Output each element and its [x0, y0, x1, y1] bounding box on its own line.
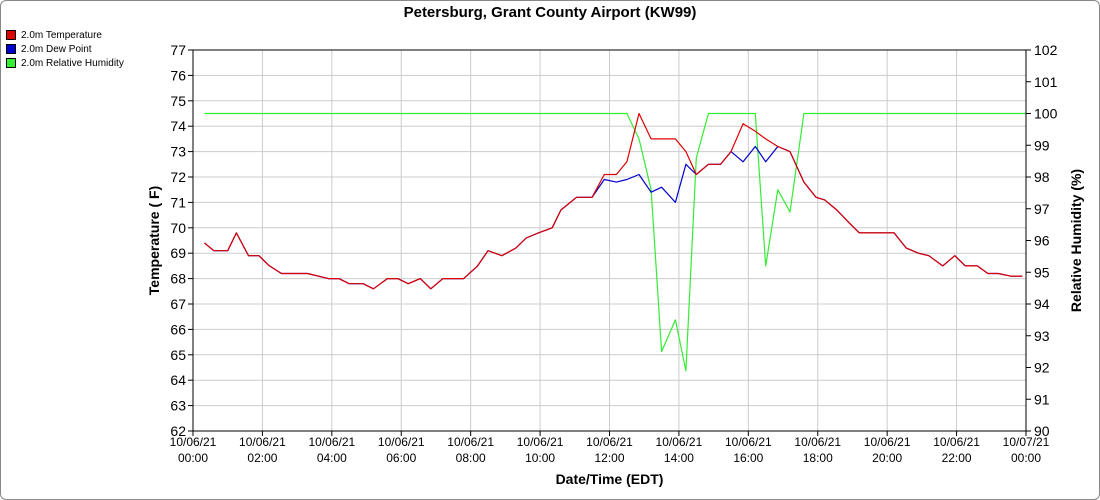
- x-tick-date-label: 10/06/21: [447, 435, 494, 449]
- x-tick-time-label: 16:00: [733, 451, 763, 465]
- series-layer: [204, 112, 1026, 372]
- y-tick-label: 67: [170, 296, 186, 312]
- x-tick-date-label: 10/06/21: [864, 435, 911, 449]
- y2-tick-label: 102: [1034, 42, 1058, 58]
- x-tick-date-label: 10/06/21: [517, 435, 564, 449]
- x-tick-time-label: 02:00: [247, 451, 277, 465]
- y-tick-label: 62: [170, 423, 186, 439]
- y2-tick-label: 94: [1034, 296, 1050, 312]
- legend-label-dew-point: 2.0m Dew Point: [21, 43, 92, 55]
- series-line-2-0m-relative-humidity: [204, 112, 1026, 372]
- y-tick-label: 71: [170, 194, 186, 210]
- x-tick-date-label: 10/06/21: [725, 435, 772, 449]
- y2-tick-label: 96: [1034, 233, 1050, 249]
- y-tick-label: 77: [170, 42, 186, 58]
- y2-tick-label: 98: [1034, 169, 1050, 185]
- y-axis-title: Temperature ( F): [146, 186, 162, 295]
- x-tick-time-label: 06:00: [386, 451, 416, 465]
- y-tick-label: 70: [170, 220, 186, 236]
- x-axis-title: Date/Time (EDT): [556, 471, 664, 487]
- y-tick-label: 73: [170, 144, 186, 160]
- y2-axis-title: Relative Humidity (%): [1068, 169, 1084, 312]
- series-line-2-0m-temperature: [204, 112, 1023, 290]
- x-tick-time-label: 08:00: [456, 451, 486, 465]
- y2-tick-label: 93: [1034, 328, 1050, 344]
- legend-swatch-relative-humidity: [6, 58, 16, 68]
- y-tick-label: 63: [170, 398, 186, 414]
- y2-tick-label: 100: [1034, 106, 1058, 122]
- series-line-2-0m-dew-point: [204, 145, 1023, 290]
- y-tick-label: 75: [170, 93, 186, 109]
- y-tick-label: 65: [170, 347, 186, 363]
- legend: 2.0m Temperature 2.0m Dew Point 2.0m Rel…: [6, 28, 124, 70]
- x-tick-date-label: 10/06/21: [933, 435, 980, 449]
- y2-tick-label: 92: [1034, 360, 1050, 376]
- x-tick-time-label: 22:00: [942, 451, 972, 465]
- legend-item-relative-humidity: 2.0m Relative Humidity: [6, 56, 124, 70]
- legend-swatch-dew-point: [6, 44, 16, 54]
- x-tick-time-label: 14:00: [664, 451, 694, 465]
- legend-item-dew-point: 2.0m Dew Point: [6, 42, 124, 56]
- x-tick-time-label: 18:00: [803, 451, 833, 465]
- y-tick-label: 69: [170, 245, 186, 261]
- x-tick-time-label: 10:00: [525, 451, 555, 465]
- x-tick-time-label: 00:00: [1011, 451, 1041, 465]
- y2-tick-label: 95: [1034, 264, 1050, 280]
- x-tick-date-label: 10/06/21: [308, 435, 355, 449]
- x-tick-date-label: 10/06/21: [239, 435, 286, 449]
- y2-tick-label: 99: [1034, 137, 1050, 153]
- y2-tick-label: 97: [1034, 201, 1050, 217]
- x-tick-date-label: 10/06/21: [170, 435, 217, 449]
- axis-ticks: 62 63 64 65 66 67 68 69 70 71 72 73 74 75 76 77 90 91 92 93…: [170, 42, 1058, 465]
- legend-label-relative-humidity: 2.0m Relative Humidity: [21, 57, 124, 69]
- legend-swatch-temperature: [6, 30, 16, 40]
- legend-label-temperature: 2.0m Temperature: [21, 29, 102, 41]
- x-tick-date-label: 10/06/21: [794, 435, 841, 449]
- y-tick-label: 64: [170, 372, 186, 388]
- x-tick-time-label: 20:00: [872, 451, 902, 465]
- y-tick-label: 68: [170, 271, 186, 287]
- legend-item-temperature: 2.0m Temperature: [6, 28, 124, 42]
- x-tick-time-label: 00:00: [178, 451, 208, 465]
- y-tick-label: 74: [170, 118, 186, 134]
- grid-lines: [192, 49, 1027, 432]
- x-tick-date-label: 10/06/21: [378, 435, 425, 449]
- x-tick-date-label: 10/06/21: [586, 435, 633, 449]
- x-tick-time-label: 04:00: [317, 451, 347, 465]
- y-tick-label: 76: [170, 67, 186, 83]
- chart-title: Petersburg, Grant County Airport (KW99): [403, 4, 697, 21]
- y2-tick-label: 91: [1034, 391, 1050, 407]
- x-tick-date-label: 10/06/21: [656, 435, 703, 449]
- y-tick-label: 72: [170, 169, 186, 185]
- x-tick-time-label: 12:00: [594, 451, 624, 465]
- x-tick-date-label: 10/07/21: [1003, 435, 1050, 449]
- y-tick-label: 66: [170, 321, 186, 337]
- y2-tick-label: 101: [1034, 74, 1058, 90]
- y2-tick-label: 90: [1034, 423, 1050, 439]
